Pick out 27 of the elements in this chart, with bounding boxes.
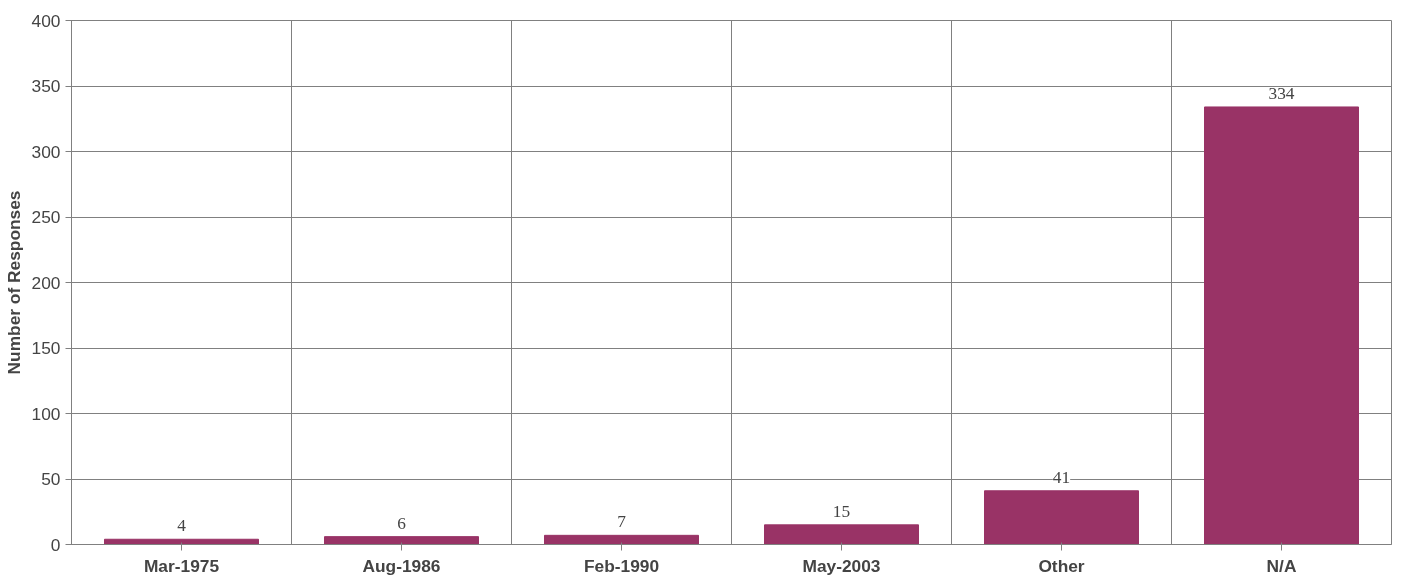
y-tick-label: 300 [31,141,61,162]
x-tick-label: Mar-1975 [143,555,220,576]
x-tick-label: Aug-1986 [362,555,441,576]
x-tick-label: May-2003 [802,555,881,576]
data-label: 334 [1268,83,1295,103]
x-tick-label: Feb-1990 [583,555,660,576]
y-tick-label: 150 [31,338,61,358]
bar [764,524,919,545]
y-tick-label: 250 [31,207,61,227]
data-label: 6 [397,513,407,533]
y-axis-title: Number of Responses [3,190,24,375]
y-tick-label: 200 [31,272,61,293]
bar [544,534,699,545]
y-tick-label: 100 [31,403,61,424]
bar [1204,106,1359,545]
y-tick-label: 0 [50,534,61,555]
y-tick-label: 50 [41,469,61,489]
x-tick-label: Other [1038,555,1085,576]
y-tick-label: 400 [31,10,61,31]
bar [984,490,1139,545]
data-label: 7 [617,512,627,532]
data-label: 4 [177,516,187,536]
x-tick-label: N/A [1266,555,1297,576]
bar [324,536,479,545]
data-label: 15 [832,501,851,521]
y-tick-label: 350 [31,76,61,96]
data-label: 41 [1052,467,1071,487]
